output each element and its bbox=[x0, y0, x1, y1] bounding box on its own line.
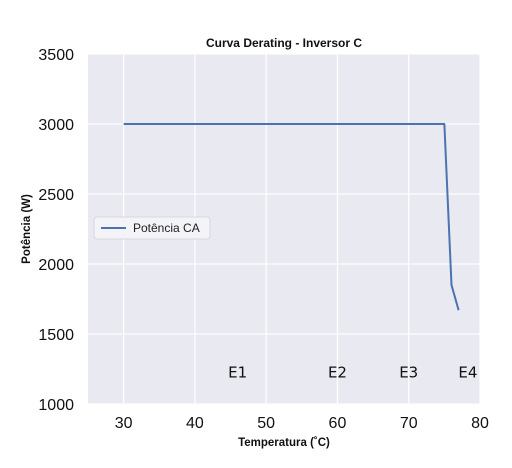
series-layer bbox=[123, 123, 460, 311]
annotation-label: E1 bbox=[228, 363, 247, 381]
series-line-potencia-ca bbox=[123, 123, 460, 311]
y-tick-label: 3000 bbox=[38, 117, 74, 134]
x-tick-label: 50 bbox=[257, 415, 275, 432]
legend-box bbox=[93, 216, 211, 240]
y-tick-label: 2000 bbox=[38, 257, 74, 274]
chart-title: Curva Derating - Inversor C bbox=[206, 36, 362, 50]
annotation-label: E2 bbox=[328, 363, 347, 381]
x-axis-label: Temperatura (˚C) bbox=[238, 437, 330, 449]
y-axis-label: Potência (W) bbox=[21, 194, 33, 264]
annotation-label: E3 bbox=[399, 363, 418, 381]
y-tick-label: 3500 bbox=[38, 47, 74, 64]
x-tick-label: 80 bbox=[471, 415, 489, 432]
x-tick-label: 70 bbox=[400, 415, 418, 432]
y-tick-label: 2500 bbox=[38, 187, 74, 204]
x-tick-label: 60 bbox=[329, 415, 347, 432]
y-tick-labels: 1000 1500 2000 2500 3000 3500 bbox=[38, 47, 74, 414]
y-tick-label: 1000 bbox=[38, 397, 74, 414]
x-tick-labels: 30 40 50 60 70 80 bbox=[115, 415, 489, 432]
legend: Potência CA bbox=[93, 216, 211, 240]
x-tick-label: 40 bbox=[186, 415, 204, 432]
y-tick-label: 1500 bbox=[38, 327, 74, 344]
x-tick-label: 30 bbox=[115, 415, 133, 432]
legend-entry-label: Potência CA bbox=[133, 221, 200, 235]
annotation-label: E4 bbox=[458, 363, 477, 381]
annotations: E1 E2 E3 E4 bbox=[228, 363, 477, 381]
